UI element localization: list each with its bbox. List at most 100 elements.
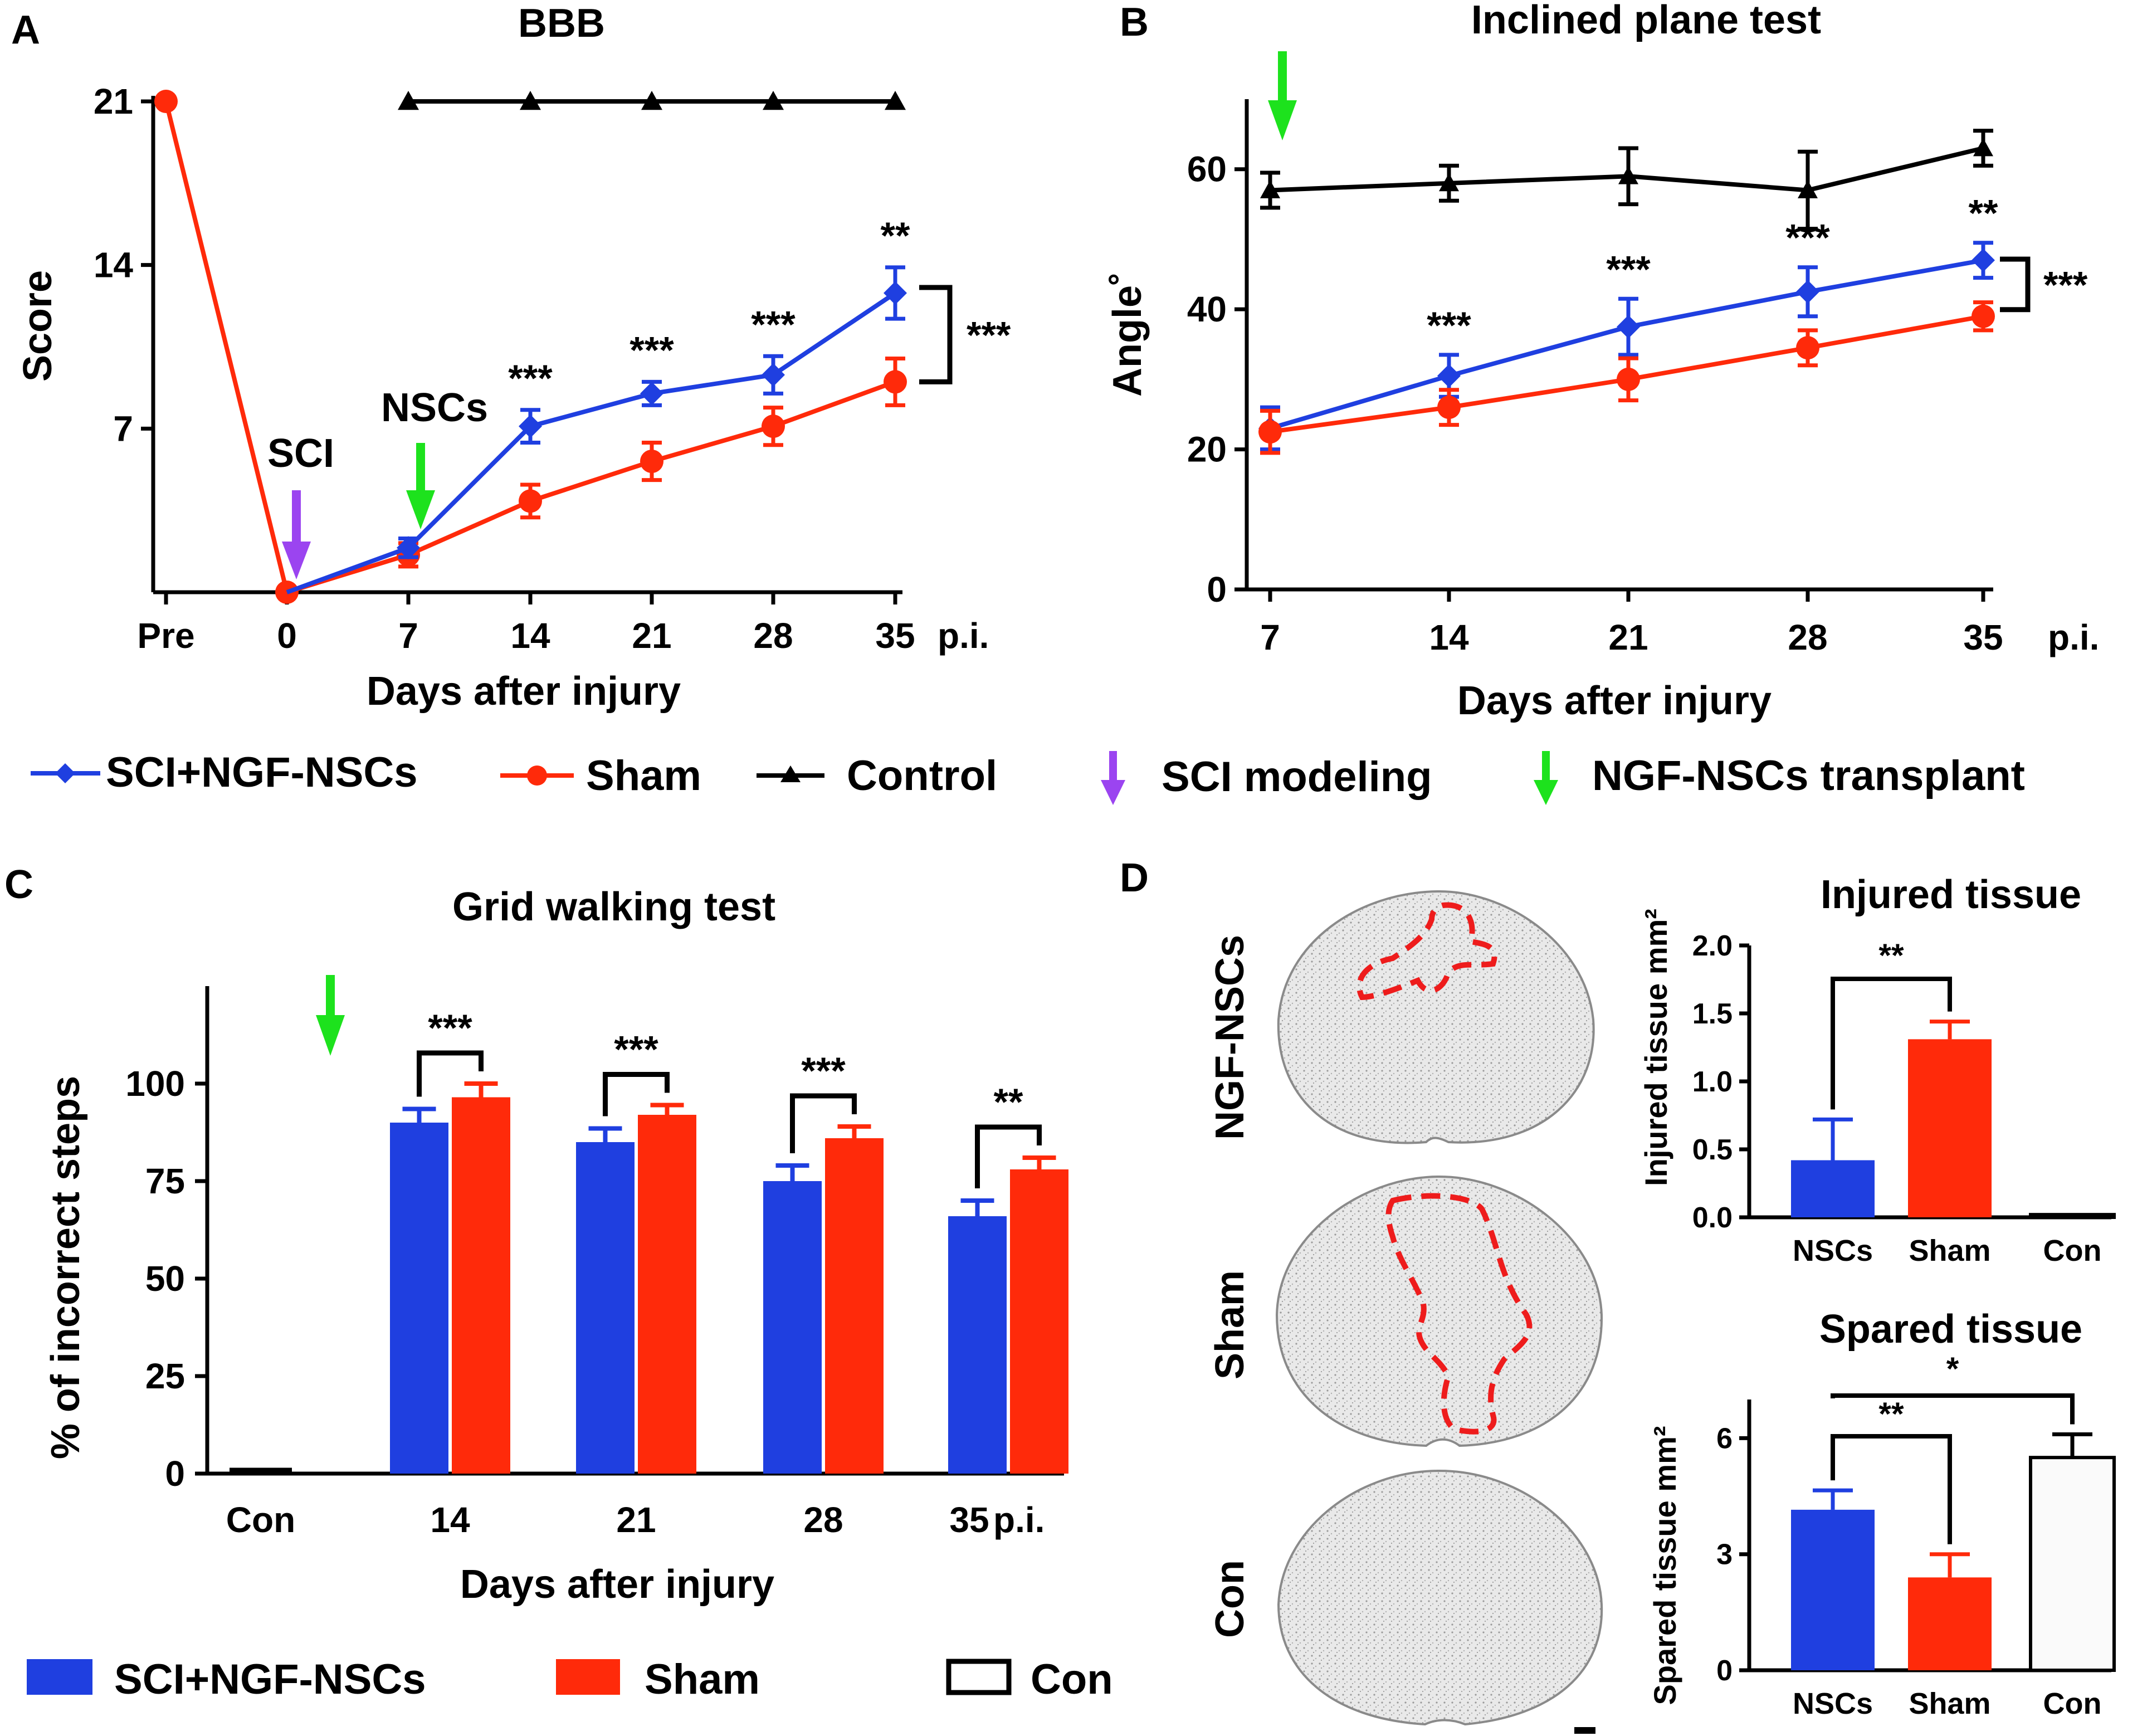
panel-d1-axes: 0.0 0.5 1.0 1.5 2.0 NSCs Sham Con <box>1692 930 2111 1267</box>
panel-c-title: Grid walking test <box>452 885 775 929</box>
data-point <box>1972 304 1995 328</box>
data-point <box>884 370 907 394</box>
x-tick-label: 7 <box>398 616 418 656</box>
significance-bracket <box>603 1072 670 1116</box>
y-tick-label: 0.5 <box>1692 1134 1733 1166</box>
legend-sci-arrow-icon <box>1101 751 1125 805</box>
sci-arrow-label: SCI <box>267 431 334 476</box>
significance-bracket <box>919 285 953 384</box>
data-point <box>1439 173 1459 192</box>
bar-sham <box>1908 1577 1992 1670</box>
data-point <box>1617 367 1640 391</box>
legend-nsc-key <box>31 763 100 783</box>
panel-b-ylabel: Angle˚ <box>1105 272 1150 397</box>
data-point <box>1796 280 1819 304</box>
y-tick-label: 6 <box>1716 1422 1733 1455</box>
panel-b-axes: 0 20 40 60 7 14 21 28 35 <box>1187 99 2003 657</box>
nsc-arrow-icon <box>1268 51 1297 140</box>
legend-top-sham: Sham <box>586 752 701 799</box>
series-line-sci-ngf-nscs <box>286 291 897 594</box>
data-point <box>520 91 541 110</box>
micrograph-ngf-nscs <box>1265 877 1610 1156</box>
panel-a-ylabel: Score <box>16 270 60 382</box>
data-point <box>519 489 542 513</box>
micrograph-con <box>1265 1462 1610 1735</box>
significance-bracket <box>1831 1434 1952 1544</box>
panel-a-title: BBB <box>518 1 605 46</box>
data-point <box>763 91 784 110</box>
legend-top-nsc-transplant: NGF-NSCs transplant <box>1592 752 2025 799</box>
panel-b-label: B <box>1120 0 1149 45</box>
bar-nsc <box>390 1123 448 1474</box>
legend-top-control: Control <box>847 752 997 799</box>
bar-sham <box>1010 1169 1068 1474</box>
y-tick-label: 50 <box>145 1259 185 1299</box>
bar-nsc <box>763 1181 822 1474</box>
data-point <box>398 91 419 110</box>
significance-label: *** <box>630 329 674 371</box>
x-tick-label: 35 <box>949 1500 989 1540</box>
data-point <box>640 382 663 406</box>
panel-b-xlabel: Days after injury <box>1457 679 1772 723</box>
bar-nsc <box>948 1216 1007 1474</box>
y-tick-label: 7 <box>113 408 133 448</box>
data-point <box>1618 166 1638 184</box>
x-tick-label: 14 <box>430 1500 470 1540</box>
bar-con <box>230 1467 292 1476</box>
bar-nscs <box>1791 1509 1875 1670</box>
legend-sham-key <box>500 765 574 786</box>
legend-bottom-sham-swatch <box>556 1659 620 1695</box>
y-tick-label: 2.0 <box>1692 930 1733 962</box>
legend-top-sci-modeling: SCI modeling <box>1162 753 1432 801</box>
panel-c-ylabel: % of incorrect steps <box>43 1076 88 1459</box>
data-point <box>1796 336 1819 360</box>
data-point <box>397 536 420 560</box>
legend-control-key <box>757 765 824 782</box>
panel-c-plot: *********** <box>230 1007 1068 1476</box>
y-tick-label: 1.5 <box>1692 998 1733 1030</box>
significance-label: ** <box>1969 192 1998 235</box>
significance-bracket <box>417 1050 484 1097</box>
x-tick-label: 7 <box>1260 617 1280 657</box>
bar-sham <box>638 1115 696 1474</box>
data-point <box>762 415 785 438</box>
significance-label: *** <box>1427 304 1471 347</box>
bar-con <box>2029 1213 2116 1220</box>
data-point <box>884 281 907 305</box>
x-tick-label: 21 <box>632 616 671 656</box>
significance-label: *** <box>428 1007 472 1049</box>
panel-a-axes: 7 14 21 Pre 0 7 14 21 28 35 <box>94 81 915 656</box>
x-tick-label: 21 <box>616 1500 656 1540</box>
y-tick-label: 0.0 <box>1692 1202 1733 1234</box>
nsc-arrow-icon <box>406 443 435 529</box>
scale-bar <box>1574 1727 1595 1734</box>
y-tick-label: 100 <box>125 1064 185 1104</box>
data-point <box>1437 364 1461 388</box>
data-point <box>154 90 178 113</box>
data-point <box>1617 315 1640 339</box>
significance-bracket <box>1831 1393 2075 1425</box>
legend-bottom-nsc-swatch <box>27 1659 92 1695</box>
panel-d1-plot: ** <box>1791 938 2116 1220</box>
data-point <box>640 450 663 474</box>
legend-nsc-arrow-icon <box>1534 751 1558 805</box>
significance-label: *** <box>1785 217 1830 259</box>
panel-b-x-suffix: p.i. <box>2048 617 2099 657</box>
y-tick-label: 0 <box>165 1454 185 1494</box>
x-tick-label: 14 <box>1429 617 1469 657</box>
y-tick-label: 75 <box>145 1161 185 1201</box>
x-tick-label: Pre <box>137 616 194 656</box>
x-tick-label: Con <box>2043 1234 2102 1267</box>
significance-bracket-label: *** <box>967 314 1011 357</box>
panel-d-image-label-con: Con <box>1208 1560 1252 1638</box>
data-point <box>762 363 785 387</box>
y-tick-label: 21 <box>94 81 133 121</box>
significance-bracket <box>790 1093 857 1153</box>
data-point <box>519 415 542 438</box>
micrograph-sham <box>1265 1164 1610 1454</box>
bar-sham <box>825 1138 884 1474</box>
x-tick-label: Sham <box>1909 1687 1990 1720</box>
panel-a: A BBB Score Days after injury p.i. 7 14 21… <box>11 1 1011 714</box>
bar-con <box>2029 1456 2116 1672</box>
